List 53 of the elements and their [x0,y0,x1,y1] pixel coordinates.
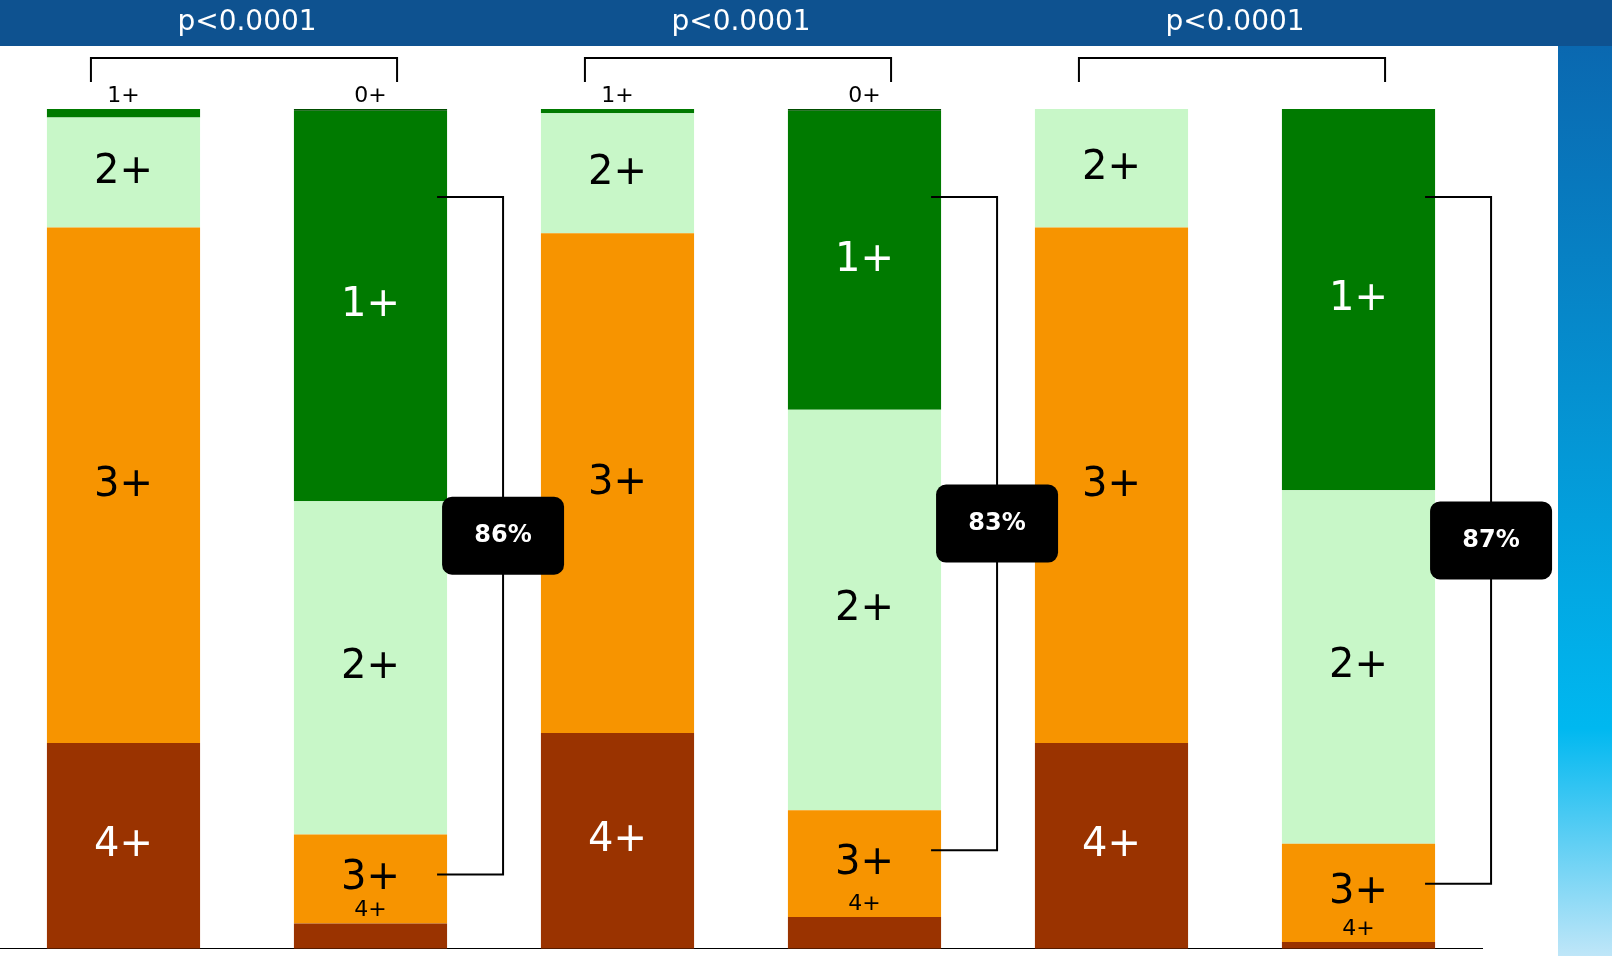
text: 1+ [835,233,894,280]
text: 2+ [588,146,647,193]
text: 4+ [588,814,647,861]
text: 4+ [354,896,387,922]
text: 3+ [1082,458,1141,505]
series-label: 1+ [107,81,140,107]
text: 4+ [1342,914,1375,940]
text: 2+ [1329,640,1388,687]
bar [540,233,695,733]
text: p<0.0001 [177,4,317,38]
bar [1281,109,1436,491]
text: 1+ [601,81,634,107]
bar [46,227,201,744]
text: 0+ [848,81,881,107]
text: 3+ [94,458,153,505]
text: 3+ [835,836,894,883]
annotation: 87% [1462,524,1520,553]
text: 4+ [94,819,153,866]
bar [46,743,201,949]
bar [293,501,448,835]
bar [1034,227,1189,744]
text: p<0.0001 [1165,4,1305,38]
bar [540,109,695,114]
bar [787,810,942,917]
bar [1281,490,1436,844]
bar [787,916,942,949]
bar [1034,743,1189,949]
bar [46,117,201,228]
bar [540,113,695,234]
text: 2+ [1082,141,1141,188]
series-label: 0+ [354,81,387,107]
text: 2+ [835,583,894,630]
text: 1+ [1329,273,1388,320]
text: 1+ [341,279,400,326]
series-label: 3+ [341,852,400,899]
bar [1034,109,1189,228]
text: p<0.0001 [671,4,811,38]
bar [293,834,448,924]
bar [293,923,448,949]
series-label: 2+ [94,145,153,192]
bar [46,109,201,118]
text: 2+ [341,641,400,688]
series-label: 4+ [848,889,881,915]
text: 3+ [1329,866,1388,913]
text: 4+ [1082,819,1141,866]
bar [540,732,695,949]
bar [1281,843,1436,943]
bar [787,110,942,410]
bar [293,110,448,502]
bar [787,409,942,811]
text: 3+ [588,456,647,503]
annotation: 86% [474,520,532,549]
annotation: 83% [968,507,1026,536]
